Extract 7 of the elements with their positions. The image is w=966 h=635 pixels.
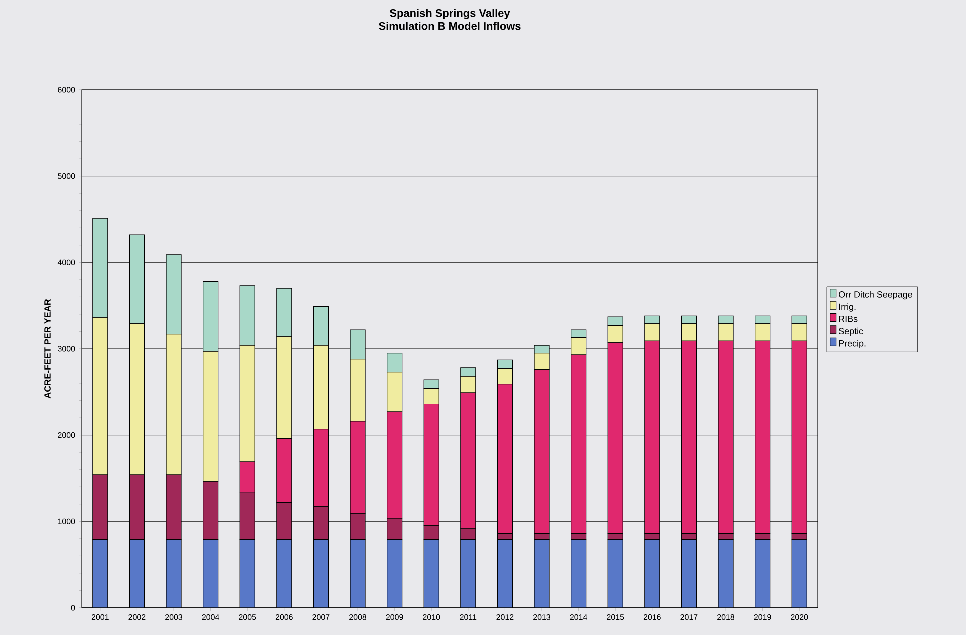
legend-label: Irrig. bbox=[839, 304, 856, 312]
legend-label: Orr Ditch Seepage bbox=[839, 291, 912, 300]
y-axis-title: ACRE-FEET PER YEAR bbox=[44, 299, 51, 399]
legend-label: Precip. bbox=[839, 340, 866, 349]
legend-label: Septic bbox=[839, 328, 864, 336]
chart-title: Spanish Springs Valley Simulation B Model Inflows bbox=[379, 9, 521, 30]
legend-label: RIBs bbox=[839, 316, 858, 322]
